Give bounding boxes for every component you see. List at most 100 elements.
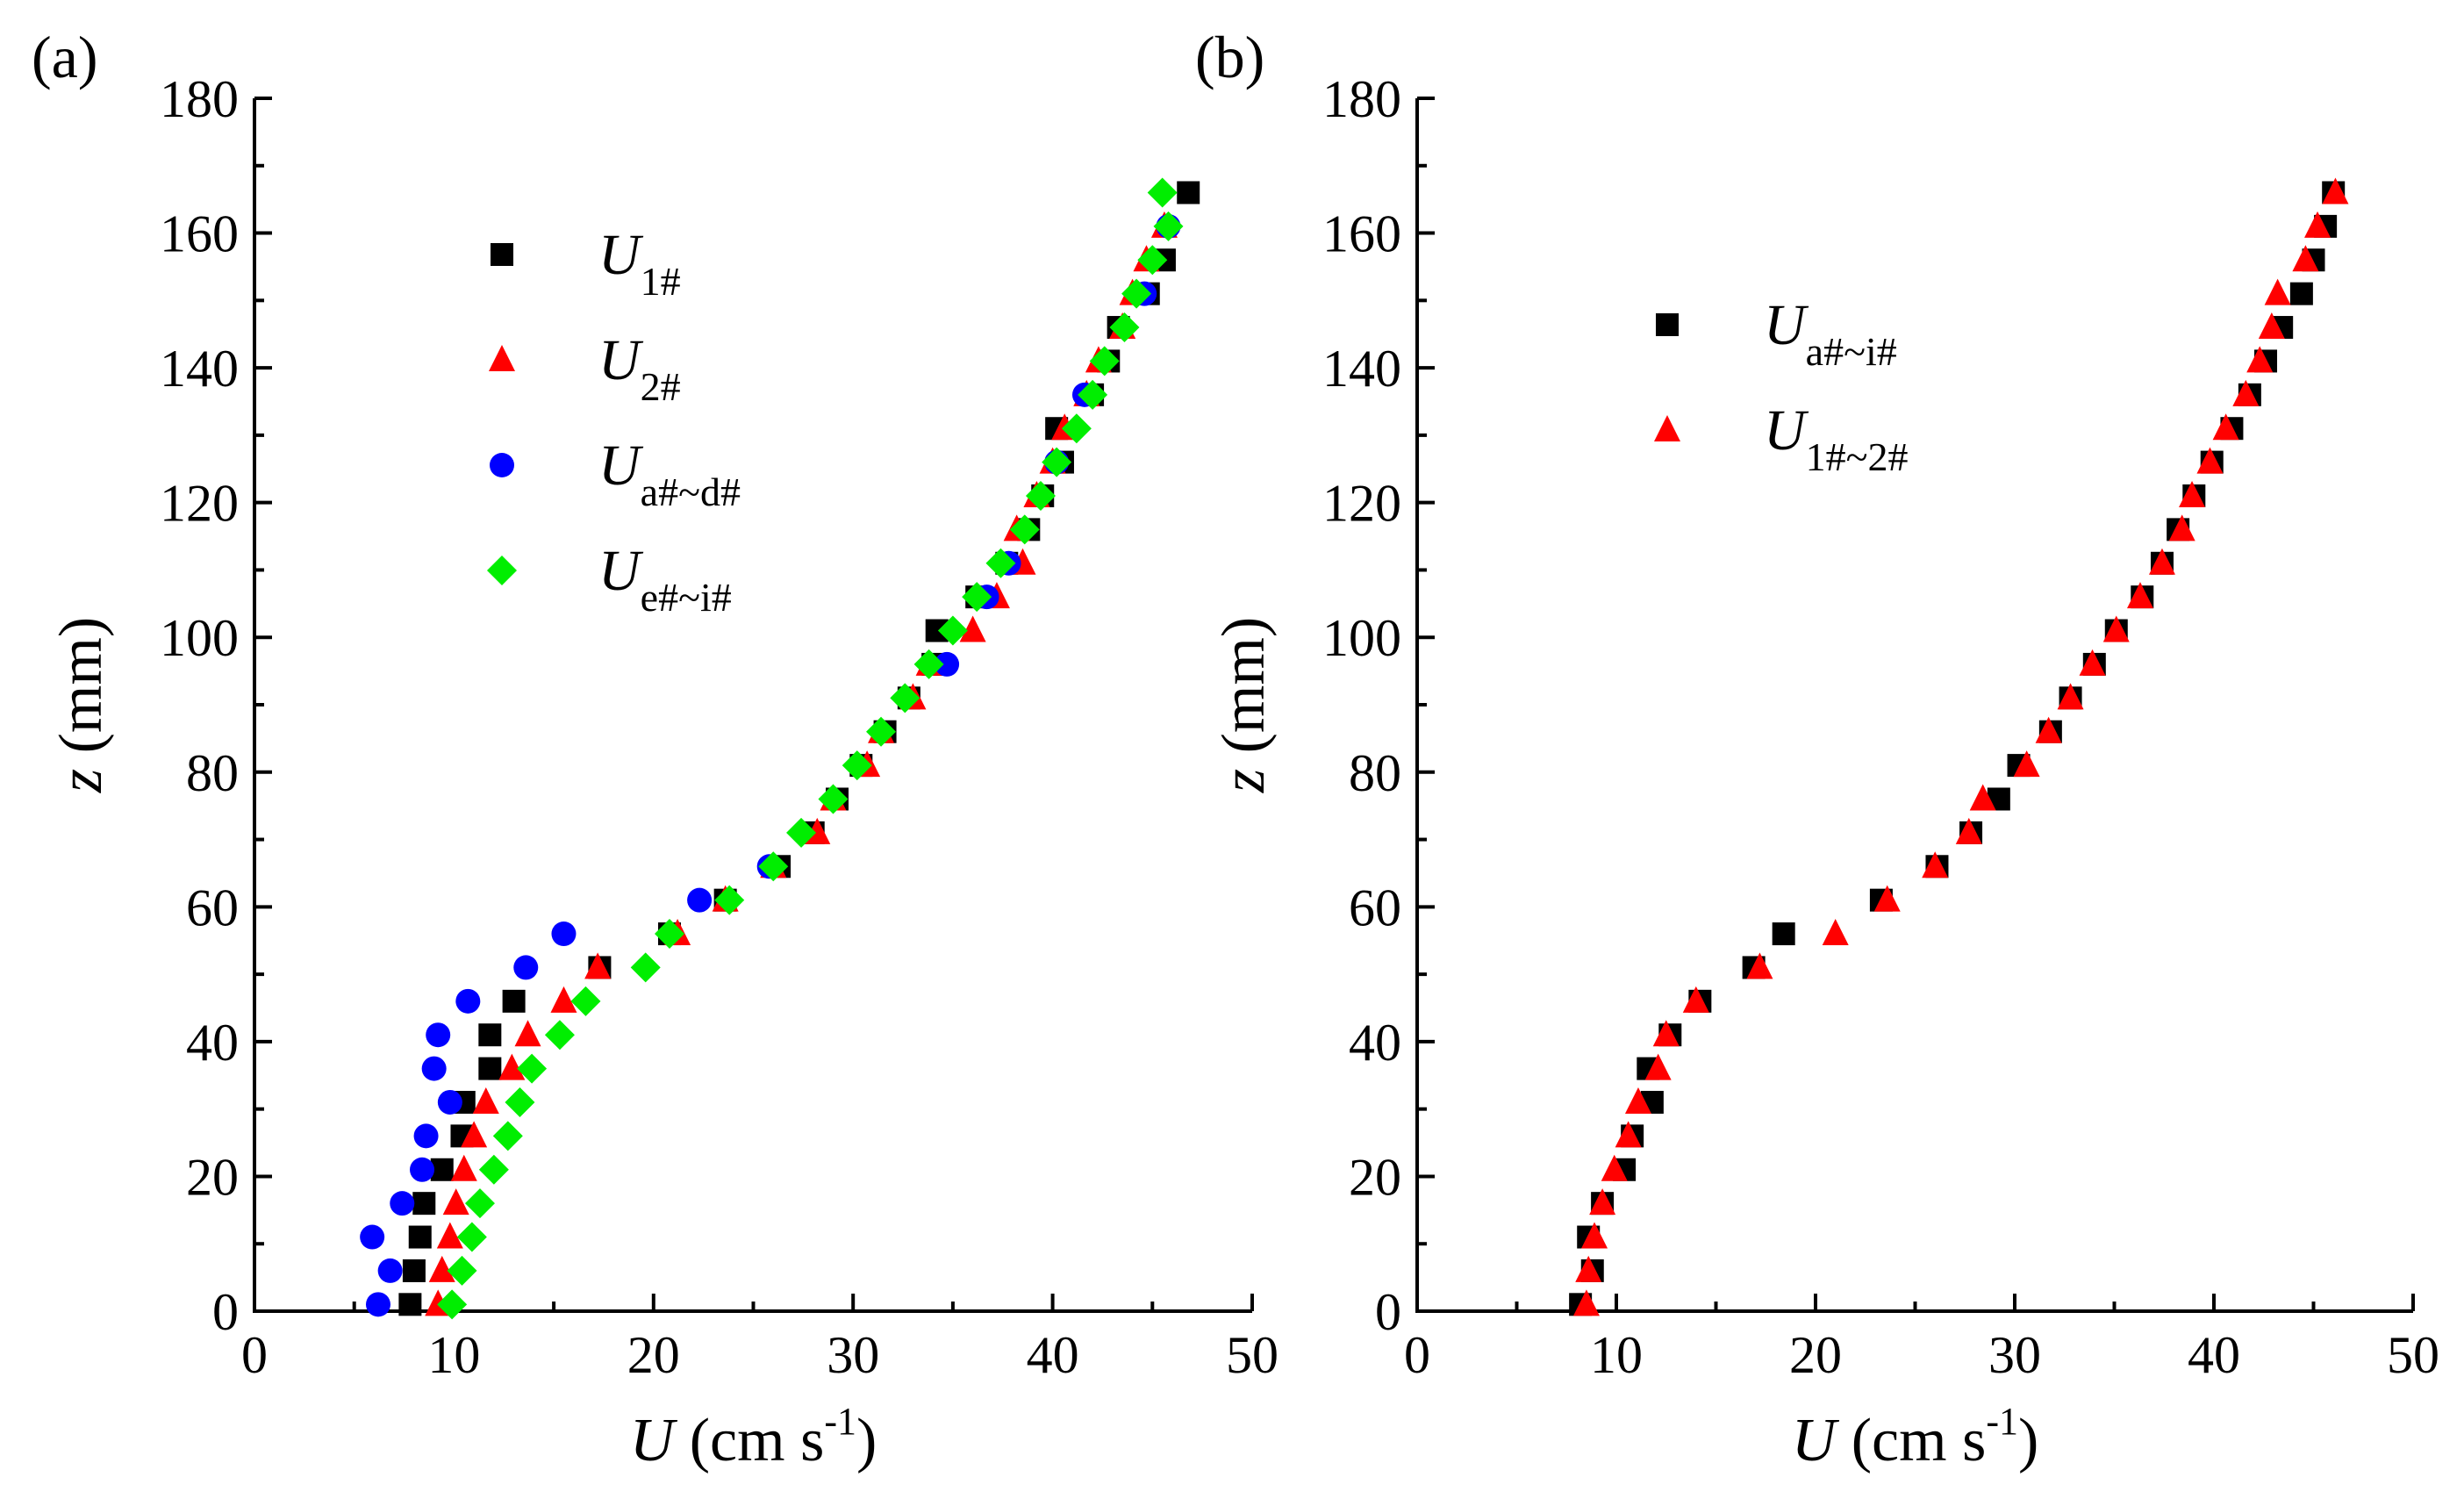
data-point (513, 955, 539, 980)
data-point (1581, 1222, 1608, 1249)
data-point (630, 952, 661, 983)
data-point (544, 1020, 575, 1051)
data-point (421, 1056, 447, 1081)
data-point (2057, 683, 2084, 710)
data-point (2013, 750, 2040, 778)
data-point (2264, 278, 2291, 305)
data-point (390, 1191, 415, 1216)
data-point (1177, 181, 1200, 204)
legend-marker (491, 243, 513, 266)
data-point (2289, 282, 2313, 305)
data-point (492, 1121, 523, 1151)
data-point (935, 651, 960, 677)
data-point (1147, 177, 1178, 208)
legend-marker (1656, 313, 1679, 336)
y-tick-label: 60 (186, 878, 239, 936)
data-point (654, 919, 684, 950)
data-point (1772, 922, 1795, 946)
y-tick-label: 60 (1349, 878, 1401, 936)
y-tick-label: 140 (1322, 340, 1401, 398)
data-point (1109, 312, 1140, 343)
data-point (410, 1157, 435, 1182)
data-point (913, 649, 944, 679)
data-point (505, 1086, 535, 1117)
data-point (842, 750, 872, 781)
data-point (959, 615, 986, 642)
data-point (786, 817, 817, 848)
data-point (551, 922, 577, 947)
data-point (1137, 245, 1168, 276)
data-point (1589, 1188, 1616, 1216)
data-point (514, 1020, 541, 1047)
data-point (2292, 245, 2319, 272)
axis-lines (253, 98, 1252, 1313)
data-point (2212, 413, 2239, 441)
y-tick-label: 0 (212, 1283, 239, 1341)
data-point (1121, 278, 1152, 309)
data-point (2304, 211, 2331, 238)
x-axis-title: U (cm s-1) (1792, 1400, 2039, 1474)
legend-label: Ua#~i# (1764, 293, 1897, 374)
y-tick-label: 120 (1322, 475, 1401, 533)
data-point (2246, 346, 2274, 373)
data-point (937, 615, 968, 646)
data-point (2035, 716, 2062, 743)
data-point (687, 887, 713, 913)
data-point (1009, 514, 1040, 545)
data-point (714, 885, 745, 915)
data-point (1025, 480, 1056, 511)
x-tick-label: 20 (1789, 1326, 1842, 1384)
series-Ua#~i# (1569, 181, 2346, 1316)
y-tick-label: 20 (1349, 1148, 1401, 1206)
data-point (584, 952, 612, 979)
data-point (478, 1057, 502, 1080)
y-tick-label: 0 (1375, 1283, 1401, 1341)
x-tick-label: 50 (2387, 1326, 2439, 1384)
data-point (428, 1255, 455, 1282)
data-point (412, 1192, 436, 1216)
data-point (498, 1053, 526, 1080)
data-point (402, 1259, 426, 1282)
data-point (2148, 548, 2175, 575)
data-point (1078, 379, 1108, 410)
data-point (1153, 211, 1184, 241)
y-tick-label: 120 (160, 475, 239, 533)
data-point (1955, 817, 1982, 844)
data-point (464, 1188, 495, 1219)
x-tick-label: 10 (427, 1326, 480, 1384)
x-tick-label: 30 (827, 1326, 879, 1384)
data-point (2232, 379, 2260, 406)
y-tick-label: 100 (160, 609, 239, 667)
x-tick-label: 40 (2188, 1326, 2240, 1384)
legend-marker (490, 453, 514, 477)
series-U2# (425, 211, 1178, 1316)
data-point (461, 1121, 488, 1148)
data-point (985, 548, 1016, 578)
data-point (1061, 413, 1092, 444)
series-U1# (398, 181, 1200, 1316)
series-Ue#~i# (437, 177, 1184, 1320)
data-point (1969, 784, 1996, 811)
y-tick-label: 20 (186, 1148, 239, 1206)
data-point (1652, 1020, 1680, 1047)
data-point (2322, 177, 2349, 204)
data-point (413, 1123, 439, 1149)
x-tick-label: 20 (627, 1326, 680, 1384)
x-axis-title: U (cm s-1) (630, 1400, 877, 1474)
data-point (818, 784, 849, 814)
data-point (360, 1224, 385, 1250)
y-axis-title: z (mm) (1210, 617, 1278, 793)
legend-label: Ua#~d# (598, 434, 741, 514)
data-point (447, 1255, 477, 1286)
y-tick-label: 140 (160, 340, 239, 398)
series-U1#~2# (1572, 177, 2349, 1316)
data-point (2258, 312, 2285, 340)
data-point (1575, 1255, 1602, 1282)
data-point (758, 851, 789, 882)
legend-label: U1#~2# (1764, 398, 1909, 479)
data-point (450, 1154, 477, 1181)
data-point (502, 989, 526, 1013)
y-tick-label: 100 (1322, 609, 1401, 667)
data-point (478, 1154, 509, 1185)
